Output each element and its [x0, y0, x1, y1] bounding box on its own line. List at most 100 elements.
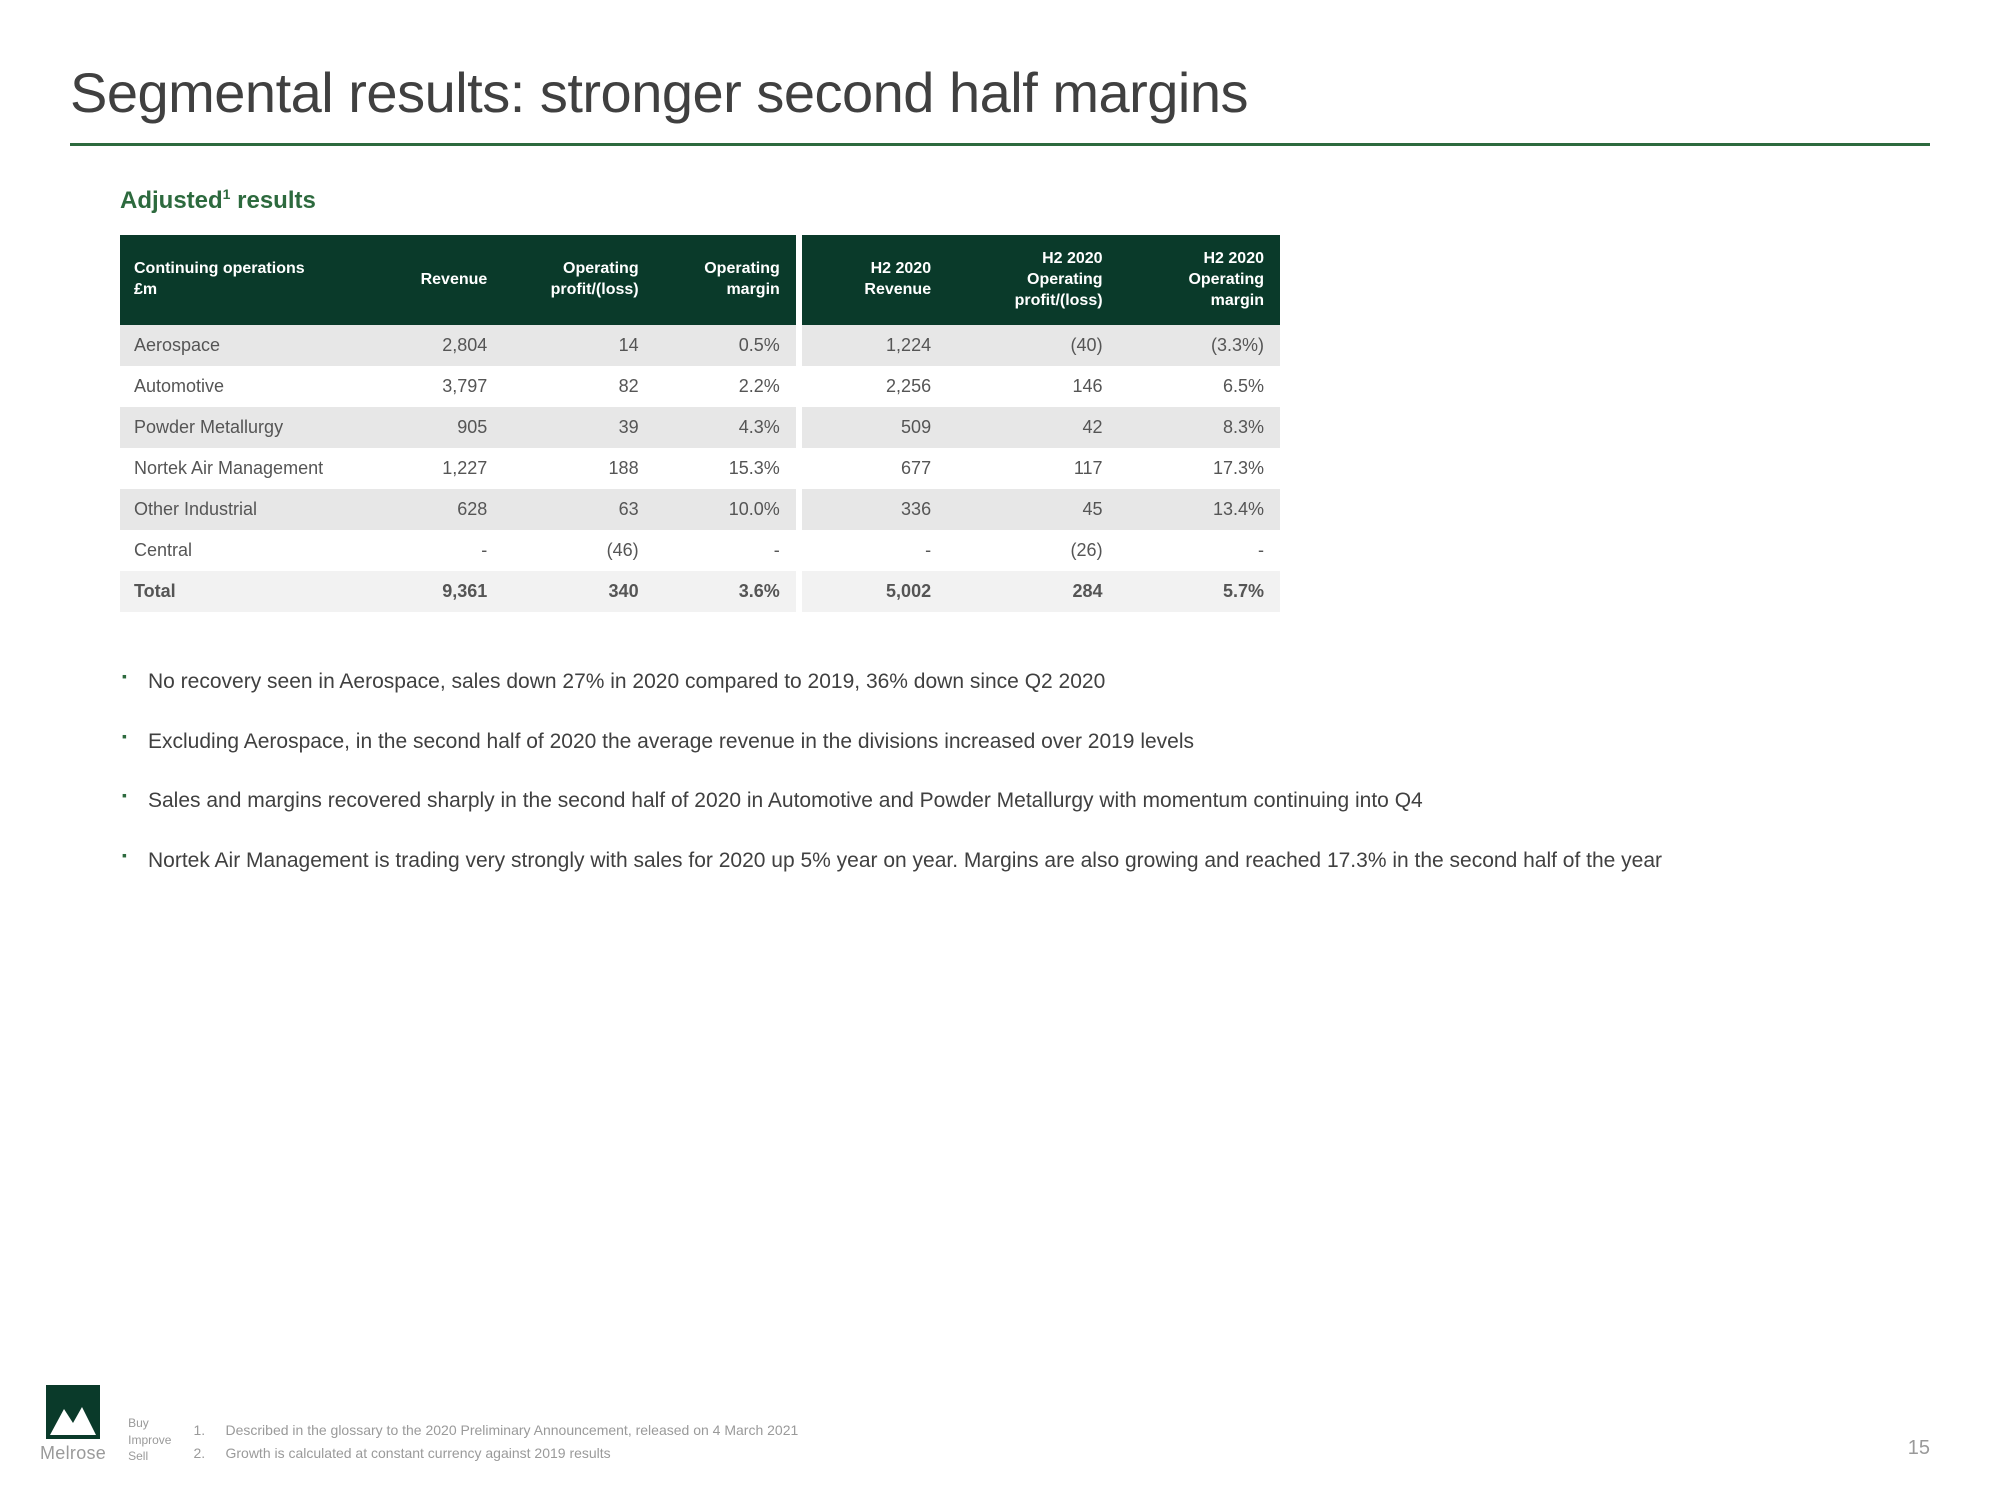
table-cell: Total [120, 571, 372, 612]
col-header-line: H2 2020 [871, 260, 932, 277]
page-number: 15 [1908, 1437, 1930, 1460]
subtitle: Adjusted1 results [120, 186, 1880, 215]
brand-logo-icon [46, 1385, 100, 1439]
table-cell: 42 [947, 407, 1118, 448]
col-header-line: Operating [1027, 271, 1103, 288]
table-cell: 13.4% [1119, 489, 1280, 530]
footnote-number: 1. [193, 1419, 207, 1441]
table-cell: Automotive [120, 366, 372, 407]
table-cell: - [655, 530, 796, 571]
col-header-line: £m [134, 281, 157, 298]
title-underline [70, 143, 1930, 146]
table-cell: 0.5% [655, 325, 796, 366]
col-header-line: Revenue [864, 281, 931, 298]
table-cell: 340 [503, 571, 654, 612]
content-area: Adjusted1 results Continuing operations … [70, 186, 1930, 890]
col-header-line: Operating [563, 260, 639, 277]
table-cell: 15.3% [655, 448, 796, 489]
table-cell: (46) [503, 530, 654, 571]
tagline-line: Sell [128, 1448, 171, 1464]
table-cell: 284 [947, 571, 1118, 612]
footnote-row: 2. Growth is calculated at constant curr… [193, 1442, 798, 1464]
table-cell: - [1119, 530, 1280, 571]
table-cell: 336 [796, 489, 947, 530]
table-cell: 45 [947, 489, 1118, 530]
footnote-row: 1. Described in the glossary to the 2020… [193, 1419, 798, 1441]
table-cell: - [372, 530, 503, 571]
table-cell: 3,797 [372, 366, 503, 407]
table-cell: 1,227 [372, 448, 503, 489]
table-cell: 1,224 [796, 325, 947, 366]
col-header-line: Operating [1188, 271, 1264, 288]
table-cell: 628 [372, 489, 503, 530]
table-cell: Nortek Air Management [120, 448, 372, 489]
results-table: Continuing operations £m Revenue Operati… [120, 235, 1280, 612]
table-body: Aerospace2,804140.5%1,224(40)(3.3%)Autom… [120, 325, 1280, 612]
bullet-list: No recovery seen in Aerospace, sales dow… [120, 652, 1880, 890]
table-cell: 3.6% [655, 571, 796, 612]
col-header-operations: Continuing operations £m [120, 235, 372, 325]
col-header-line: Operating [704, 260, 780, 277]
table-cell: Other Industrial [120, 489, 372, 530]
table-cell: 677 [796, 448, 947, 489]
footnote-text: Growth is calculated at constant currenc… [225, 1442, 610, 1464]
table-cell: 39 [503, 407, 654, 448]
table-cell: 2.2% [655, 366, 796, 407]
table-row: Automotive3,797822.2%2,2561466.5% [120, 366, 1280, 407]
table-cell: 2,256 [796, 366, 947, 407]
col-header-line: profit/(loss) [1015, 292, 1103, 309]
footnote-number: 2. [193, 1442, 207, 1464]
table-cell: 63 [503, 489, 654, 530]
table-cell: 6.5% [1119, 366, 1280, 407]
table-total-row: Total9,3613403.6%5,0022845.7% [120, 571, 1280, 612]
table-cell: 17.3% [1119, 448, 1280, 489]
subtitle-prefix: Adjusted [120, 187, 223, 214]
table-cell: Powder Metallurgy [120, 407, 372, 448]
tagline-line: Buy [128, 1415, 171, 1431]
brand-name: Melrose [40, 1443, 106, 1464]
tagline-line: Improve [128, 1432, 171, 1448]
col-header-line: margin [1211, 292, 1264, 309]
col-header-op-profit: Operating profit/(loss) [503, 235, 654, 325]
bullet-item: Excluding Aerospace, in the second half … [120, 712, 1880, 772]
table-cell: 2,804 [372, 325, 503, 366]
col-header-op-margin: Operating margin [655, 235, 796, 325]
table-cell: (26) [947, 530, 1118, 571]
table-cell: 9,361 [372, 571, 503, 612]
table-cell: 8.3% [1119, 407, 1280, 448]
table-cell: (40) [947, 325, 1118, 366]
table-cell: (3.3%) [1119, 325, 1280, 366]
table-row: Central-(46)--(26)- [120, 530, 1280, 571]
footnotes: 1. Described in the glossary to the 2020… [193, 1419, 798, 1464]
table-cell: Aerospace [120, 325, 372, 366]
bullet-item: No recovery seen in Aerospace, sales dow… [120, 652, 1880, 712]
table-row: Other Industrial6286310.0%3364513.4% [120, 489, 1280, 530]
col-header-revenue: Revenue [372, 235, 503, 325]
table-cell: 4.3% [655, 407, 796, 448]
table-header: Continuing operations £m Revenue Operati… [120, 235, 1280, 325]
table-cell: 5.7% [1119, 571, 1280, 612]
col-header-h2-op-margin: H2 2020 Operating margin [1119, 235, 1280, 325]
bullet-item: Sales and margins recovered sharply in t… [120, 771, 1880, 831]
table-row: Aerospace2,804140.5%1,224(40)(3.3%) [120, 325, 1280, 366]
table-cell: 146 [947, 366, 1118, 407]
table-cell: - [796, 530, 947, 571]
table-cell: 117 [947, 448, 1118, 489]
brand-tagline: Buy Improve Sell [128, 1415, 171, 1464]
table-cell: 188 [503, 448, 654, 489]
table-cell: 509 [796, 407, 947, 448]
col-header-line: margin [726, 281, 779, 298]
footer: Melrose Buy Improve Sell 1. Described in… [40, 1385, 1930, 1464]
footnote-text: Described in the glossary to the 2020 Pr… [225, 1419, 798, 1441]
table-cell: 5,002 [796, 571, 947, 612]
table-cell: 82 [503, 366, 654, 407]
col-header-line: profit/(loss) [551, 281, 639, 298]
table-cell: Central [120, 530, 372, 571]
col-header-line: Continuing operations [134, 260, 305, 277]
col-header-h2-revenue: H2 2020 Revenue [796, 235, 947, 325]
table-row: Nortek Air Management1,22718815.3%677117… [120, 448, 1280, 489]
table-cell: 10.0% [655, 489, 796, 530]
col-header-line: H2 2020 [1204, 250, 1265, 267]
col-header-line: H2 2020 [1042, 250, 1103, 267]
brand-logo-block: Melrose [40, 1385, 106, 1464]
